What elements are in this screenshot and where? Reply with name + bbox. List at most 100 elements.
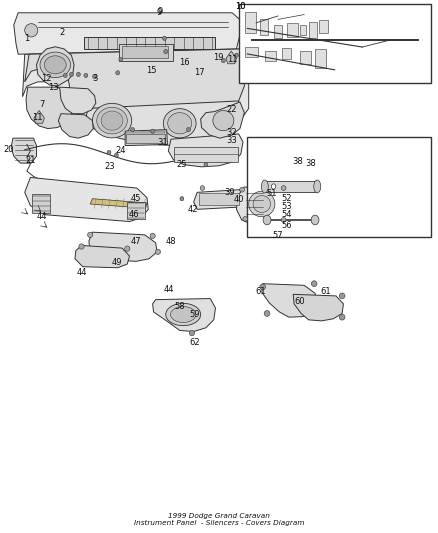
- Ellipse shape: [114, 153, 118, 157]
- Text: 54: 54: [282, 210, 292, 219]
- Ellipse shape: [107, 150, 111, 155]
- Text: 56: 56: [281, 221, 292, 230]
- Ellipse shape: [240, 187, 244, 192]
- Text: 1: 1: [24, 34, 29, 43]
- Text: 17: 17: [194, 68, 205, 77]
- Text: 44: 44: [163, 285, 174, 294]
- Ellipse shape: [314, 180, 321, 193]
- Ellipse shape: [25, 23, 38, 37]
- Ellipse shape: [170, 306, 196, 322]
- Ellipse shape: [168, 112, 192, 134]
- Text: 61: 61: [255, 287, 266, 296]
- Ellipse shape: [92, 103, 132, 138]
- Polygon shape: [25, 177, 148, 222]
- Text: 24: 24: [116, 147, 126, 156]
- Text: 38: 38: [305, 159, 316, 167]
- Ellipse shape: [261, 180, 268, 193]
- Ellipse shape: [97, 107, 127, 134]
- Ellipse shape: [180, 197, 184, 201]
- Bar: [122, 46, 168, 59]
- Ellipse shape: [213, 110, 234, 131]
- Text: 3: 3: [92, 74, 97, 83]
- Text: 60: 60: [294, 297, 305, 306]
- Text: 38: 38: [292, 157, 303, 166]
- Bar: [300, 51, 311, 64]
- Ellipse shape: [40, 52, 71, 78]
- Bar: [265, 51, 276, 61]
- Polygon shape: [34, 110, 44, 123]
- Text: 51: 51: [266, 189, 277, 198]
- Text: 22: 22: [227, 106, 237, 115]
- Ellipse shape: [64, 74, 67, 78]
- Polygon shape: [262, 284, 317, 317]
- Text: 59: 59: [190, 310, 200, 319]
- Polygon shape: [90, 199, 147, 208]
- Text: 39: 39: [225, 188, 235, 197]
- Polygon shape: [293, 294, 343, 321]
- Ellipse shape: [131, 127, 134, 132]
- Text: 1999 Dodge Grand Caravan
Instrument Panel  - Silencers - Covers Diagram: 1999 Dodge Grand Caravan Instrument Pane…: [134, 513, 304, 526]
- Bar: [265, 181, 317, 192]
- Text: 11: 11: [32, 114, 43, 123]
- Polygon shape: [237, 187, 285, 225]
- Ellipse shape: [204, 163, 208, 167]
- Text: 31: 31: [157, 139, 168, 148]
- Polygon shape: [125, 130, 167, 146]
- Bar: [247, 136, 431, 238]
- Text: 9: 9: [156, 9, 161, 17]
- Text: 20: 20: [4, 146, 14, 155]
- Text: 32: 32: [227, 128, 237, 138]
- Polygon shape: [22, 49, 249, 136]
- Text: 47: 47: [131, 237, 141, 246]
- Bar: [127, 131, 165, 133]
- Bar: [261, 19, 268, 35]
- Text: 19: 19: [213, 53, 223, 62]
- Ellipse shape: [164, 50, 168, 54]
- Ellipse shape: [166, 303, 201, 326]
- Ellipse shape: [311, 281, 317, 287]
- Ellipse shape: [92, 75, 96, 79]
- Ellipse shape: [221, 59, 225, 63]
- Text: 61: 61: [321, 287, 331, 296]
- Ellipse shape: [44, 56, 66, 74]
- Polygon shape: [86, 101, 241, 146]
- Polygon shape: [226, 51, 237, 64]
- Text: 44: 44: [37, 212, 47, 221]
- Bar: [174, 147, 238, 161]
- Text: 57: 57: [272, 231, 283, 240]
- Ellipse shape: [249, 191, 275, 217]
- Ellipse shape: [77, 72, 81, 77]
- Ellipse shape: [70, 72, 74, 77]
- Bar: [127, 134, 165, 143]
- Bar: [300, 25, 306, 35]
- Text: 53: 53: [281, 202, 292, 211]
- Bar: [283, 48, 291, 59]
- Text: 9: 9: [157, 7, 162, 16]
- Text: 44: 44: [76, 268, 87, 277]
- Ellipse shape: [281, 185, 286, 190]
- Bar: [119, 44, 173, 61]
- Polygon shape: [194, 190, 242, 209]
- Bar: [245, 47, 258, 58]
- Bar: [287, 23, 297, 37]
- Text: 48: 48: [166, 237, 176, 246]
- Bar: [319, 20, 328, 33]
- Ellipse shape: [163, 109, 196, 138]
- Text: 21: 21: [25, 156, 35, 165]
- Text: 40: 40: [233, 195, 244, 204]
- Ellipse shape: [253, 196, 271, 213]
- Polygon shape: [36, 47, 74, 86]
- Ellipse shape: [119, 58, 123, 62]
- Ellipse shape: [125, 246, 130, 251]
- Text: 7: 7: [39, 100, 45, 109]
- Text: 46: 46: [128, 210, 139, 219]
- Text: 45: 45: [131, 194, 141, 203]
- Ellipse shape: [260, 284, 265, 290]
- Ellipse shape: [187, 127, 191, 132]
- Polygon shape: [152, 298, 215, 332]
- Polygon shape: [25, 49, 245, 112]
- Ellipse shape: [101, 111, 123, 130]
- Ellipse shape: [272, 184, 276, 189]
- Ellipse shape: [79, 244, 84, 249]
- Bar: [315, 49, 326, 68]
